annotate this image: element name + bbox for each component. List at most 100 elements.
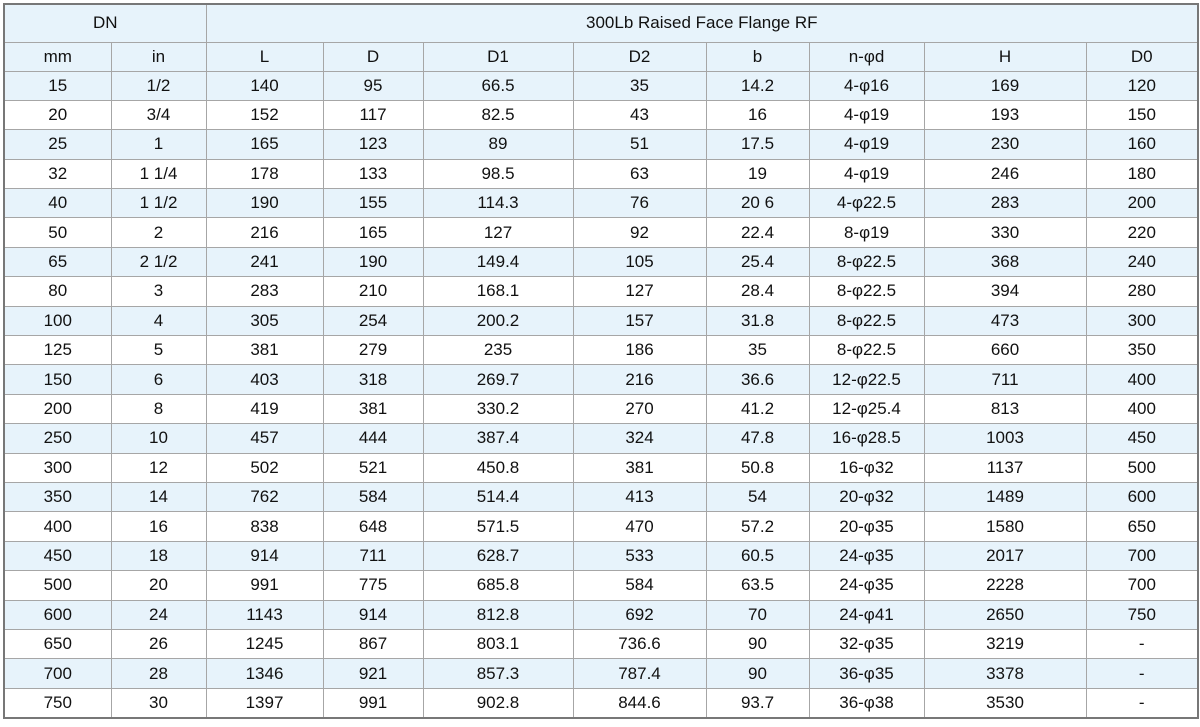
table-cell: 3 xyxy=(110,276,207,307)
table-cell: 4-φ19 xyxy=(808,99,925,131)
table-row: 20 3/4 152 117 82.5 43 16 4-φ19 193 150 xyxy=(3,99,1199,131)
table-row: 15 1/2 140 95 66.5 35 14.2 4-φ16 169 120 xyxy=(3,70,1199,101)
table-cell: 444 xyxy=(322,423,424,454)
table-cell: 838 xyxy=(205,511,324,542)
table-cell: 787.4 xyxy=(572,658,707,689)
table-cell: 63.5 xyxy=(705,570,810,601)
table-cell: 394 xyxy=(923,276,1087,307)
table-cell: 1 1/2 xyxy=(110,188,207,219)
table-cell: 750 xyxy=(1085,599,1199,630)
table-cell: 17.5 xyxy=(705,129,810,160)
table-cell: 902.8 xyxy=(422,687,574,719)
table-cell: 43 xyxy=(572,99,707,131)
table-cell: 533 xyxy=(572,540,707,572)
table-cell: 65 xyxy=(3,246,112,278)
table-cell: 70 xyxy=(705,599,810,630)
table-cell: 1137 xyxy=(923,452,1087,483)
table-cell: 125 xyxy=(3,335,112,366)
table-cell: 8-φ22.5 xyxy=(808,305,925,337)
table-cell: 1003 xyxy=(923,423,1087,454)
table-cell: 419 xyxy=(205,393,324,425)
table-row: 80 3 283 210 168.1 127 28.4 8-φ22.5 394 280 xyxy=(3,276,1199,307)
table-row: 125 5 381 279 235 186 35 8-φ22.5 660 350 xyxy=(3,335,1199,366)
table-cell: 413 xyxy=(572,481,707,513)
table-cell: 36.6 xyxy=(705,364,810,395)
table-cell: 165 xyxy=(322,217,424,248)
table-row: 350 14 762 584 514.4 413 54 20-φ32 1489 600 xyxy=(3,481,1199,513)
table-cell: 600 xyxy=(3,599,112,630)
table-row: 750 30 1397 991 902.8 844.6 93.7 36-φ38 3530- xyxy=(3,687,1199,719)
table-cell: 216 xyxy=(205,217,324,248)
table-row: 25 1 165 123 89 51 17.5 4-φ19 230 160 xyxy=(3,129,1199,160)
table-cell: 28 xyxy=(110,658,207,689)
column-header: H xyxy=(923,41,1087,72)
table-cell: 54 xyxy=(705,481,810,513)
column-header-row: mm in L D D1 D2 b n-φd H D0 xyxy=(3,41,1199,72)
table-cell: 1346 xyxy=(205,658,324,689)
table-row: 300 12 502 521 450.8 381 50.8 16-φ32 1137 500 xyxy=(3,452,1199,483)
table-cell: 160 xyxy=(1085,129,1199,160)
table-cell: 93.7 xyxy=(705,687,810,719)
table-cell: 20 xyxy=(3,99,112,131)
table-cell: 150 xyxy=(3,364,112,395)
table-cell: 8-φ22.5 xyxy=(808,246,925,278)
table-cell: 178 xyxy=(205,158,324,190)
table-cell: 100 xyxy=(3,305,112,337)
table-cell: 269.7 xyxy=(422,364,574,395)
table-cell: 76 xyxy=(572,188,707,219)
table-row: 150 6 403 318 269.7 216 36.6 12-φ22.5 711 400 xyxy=(3,364,1199,395)
table-cell: 24 xyxy=(110,599,207,630)
column-header: D2 xyxy=(572,41,707,72)
table-row: 650 26 1245 867 803.1 736.6 90 32-φ35 3219- xyxy=(3,628,1199,660)
column-header: D0 xyxy=(1085,41,1199,72)
table-cell: 1/2 xyxy=(110,70,207,101)
table-cell: 246 xyxy=(923,158,1087,190)
column-header: L xyxy=(205,41,324,72)
table-cell: 3530 xyxy=(923,687,1087,719)
table-cell: 14 xyxy=(110,481,207,513)
table-cell: 150 xyxy=(1085,99,1199,131)
table-cell: 685.8 xyxy=(422,570,574,601)
table-cell: 3378 xyxy=(923,658,1087,689)
table-cell: 330 xyxy=(923,217,1087,248)
table-cell: 157 xyxy=(572,305,707,337)
table-cell: 470 xyxy=(572,511,707,542)
table-cell: 127 xyxy=(422,217,574,248)
table-cell: 2228 xyxy=(923,570,1087,601)
table-cell: 90 xyxy=(705,628,810,660)
table-row: 400 16 838 648 571.5 470 57.2 20-φ35 1580 650 xyxy=(3,511,1199,542)
table-cell: 60.5 xyxy=(705,540,810,572)
table-cell: 50 xyxy=(3,217,112,248)
table-cell: 571.5 xyxy=(422,511,574,542)
table-cell: 775 xyxy=(322,570,424,601)
table-cell: 200.2 xyxy=(422,305,574,337)
table-row: 32 1 1/4 178 133 98.5 63 19 4-φ19 246 180 xyxy=(3,158,1199,190)
table-cell: 210 xyxy=(322,276,424,307)
table-cell: 3/4 xyxy=(110,99,207,131)
table-cell: 193 xyxy=(923,99,1087,131)
table-cell: 279 xyxy=(322,335,424,366)
table-cell: 16 xyxy=(705,99,810,131)
table-cell: 711 xyxy=(923,364,1087,395)
table-cell: - xyxy=(1085,658,1199,689)
table-cell: 250 xyxy=(3,423,112,454)
table-cell: 584 xyxy=(572,570,707,601)
table-cell: 90 xyxy=(705,658,810,689)
table-cell: 4 xyxy=(110,305,207,337)
table-body: DN 300Lb Raised Face Flange RF mm in L D D1 D… xyxy=(3,3,1199,719)
table-cell: 40 xyxy=(3,188,112,219)
table-cell: 914 xyxy=(322,599,424,630)
table-cell: 28.4 xyxy=(705,276,810,307)
table-row: 40 1 1/2 190 155 114.3 76 20 6 4-φ22.5 283 200 xyxy=(3,188,1199,219)
table-cell: 650 xyxy=(3,628,112,660)
table-cell: 36-φ35 xyxy=(808,658,925,689)
table-cell: 300 xyxy=(1085,305,1199,337)
table-cell: 80 xyxy=(3,276,112,307)
table-cell: 8-φ22.5 xyxy=(808,335,925,366)
table-row: 50 2 216 165 127 92 22.4 8-φ19 330 220 xyxy=(3,217,1199,248)
table-cell: 502 xyxy=(205,452,324,483)
table-cell: 16-φ28.5 xyxy=(808,423,925,454)
table-cell: 12 xyxy=(110,452,207,483)
table-cell: 4-φ19 xyxy=(808,158,925,190)
table-cell: 844.6 xyxy=(572,687,707,719)
